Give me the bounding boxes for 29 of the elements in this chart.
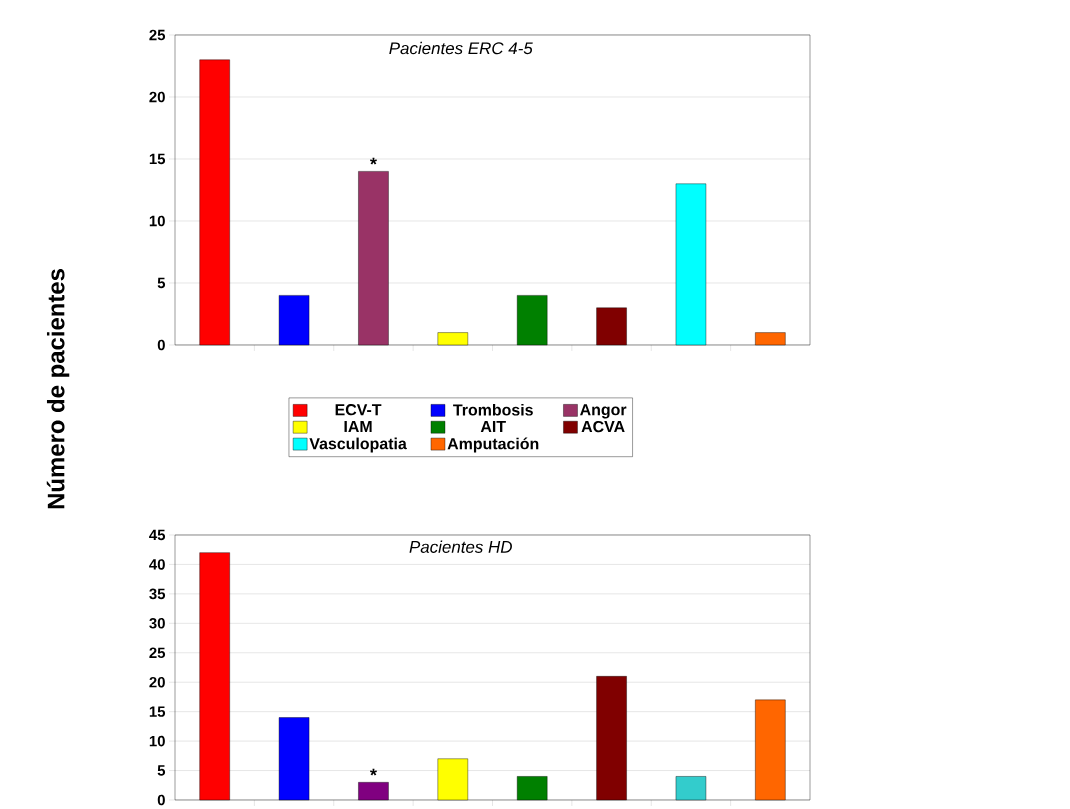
y-tick-label: 10 [149,735,165,747]
y-tick-label: 20 [149,676,165,688]
legend-label: AIT [480,420,506,432]
annotation: * [370,157,377,165]
y-tick-label: 0 [157,339,165,351]
y-tick-label: 15 [149,153,166,165]
legend-label: IAM [344,420,372,432]
annotation: * [370,768,377,776]
chart-title: Pacientes ERC 4-5 [389,41,533,55]
y-tick-label: 15 [149,706,166,717]
y-tick-label: 10 [149,215,165,227]
legend-label: Angor [580,404,627,419]
y-tick-label: 40 [149,559,165,570]
y-tick-label: 25 [149,647,166,659]
legend-label: Vasculopatia [309,437,407,453]
legend-label: Trombosis [453,403,533,416]
y-tick-label: 5 [157,765,166,776]
legend-label: Amputación [447,437,539,453]
y-tick-label: 20 [149,91,165,103]
y-tick-label: 25 [149,29,166,41]
y-axis-title: Número de pacientes [46,269,70,509]
chart-title: Pacientes HD [409,540,512,553]
y-tick-label: 45 [149,529,166,541]
legend-label: ECV-T [335,404,382,416]
legend-label: ACVA [581,420,625,433]
y-tick-label: 0 [157,794,165,806]
y-tick-label: 30 [149,618,165,629]
y-tick-label: 5 [157,277,166,289]
y-tick-label: 35 [149,588,166,600]
